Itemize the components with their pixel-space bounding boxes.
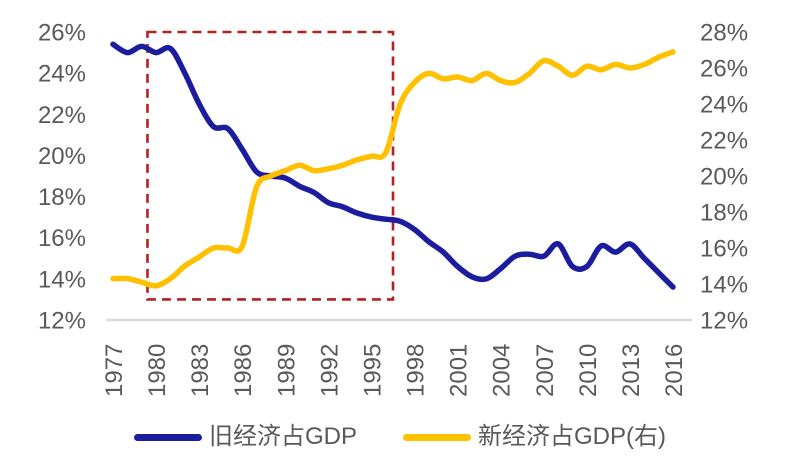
legend-label-old-economy: 旧经济占GDP (208, 423, 357, 450)
left-axis-tick-label: 12% (38, 308, 86, 335)
left-axis-tick-label: 14% (38, 266, 86, 293)
right-axis-tick-label: 22% (700, 128, 748, 155)
right-axis-tick-label: 26% (700, 56, 748, 83)
x-axis-tick-label: 1983 (187, 344, 214, 397)
annotation-dashed-box (146, 30, 395, 301)
left-axis-tick-label: 16% (38, 225, 86, 252)
right-axis-tick-label: 24% (700, 92, 748, 119)
x-axis-tick-label: 1986 (230, 344, 257, 397)
x-axis-tick-label: 1998 (403, 344, 430, 397)
x-axis-tick-label: 2013 (618, 344, 645, 397)
series-line-1 (110, 49, 676, 289)
x-axis-tick-label: 2001 (446, 344, 473, 397)
x-axis-tick-label: 2007 (532, 344, 559, 397)
left-axis-tick-label: 24% (38, 61, 86, 88)
left-axis-tick-label: 22% (38, 102, 86, 129)
x-axis-tick-label: 1989 (273, 344, 300, 397)
right-axis-tick-label: 14% (700, 272, 748, 299)
legend-label-new-economy: 新经济占GDP(右) (478, 423, 666, 450)
legend-item-old-economy: 旧经济占GDP (133, 423, 357, 450)
left-axis-tick-label: 26% (38, 20, 86, 47)
right-axis-tick-label: 12% (700, 308, 748, 335)
x-axis-tick-label: 2010 (575, 344, 602, 397)
left-axis-tick-label: 18% (38, 184, 86, 211)
x-axis-tick-label: 1995 (359, 344, 386, 397)
legend-swatch-new-economy (403, 433, 471, 441)
x-axis-tick-label: 2004 (489, 344, 516, 397)
left-axis-tick-label: 20% (38, 143, 86, 170)
chart-legend: 旧经济占GDP 新经济占GDP(右) (0, 414, 800, 460)
chart-canvas: 26% 24% 22% 20% 18% 16% 14% 12% 28% 26% 24% 22% 20% 1… (38, 20, 748, 398)
right-axis-tick-label: 18% (700, 200, 748, 227)
x-axis-tick-label: 2016 (661, 344, 688, 397)
right-axis-tick-label: 20% (700, 164, 748, 191)
right-axis-tick-label: 16% (700, 236, 748, 263)
legend-item-new-economy: 新经济占GDP(右) (403, 425, 666, 449)
x-axis-tick-label: 1992 (316, 344, 343, 397)
x-axis-tick-label: 1980 (144, 344, 171, 397)
right-axis-tick-label: 28% (700, 20, 748, 47)
series-line-0 (110, 41, 676, 290)
x-axis-tick-label: 1977 (101, 344, 128, 397)
legend-swatch-old-economy (133, 433, 202, 441)
